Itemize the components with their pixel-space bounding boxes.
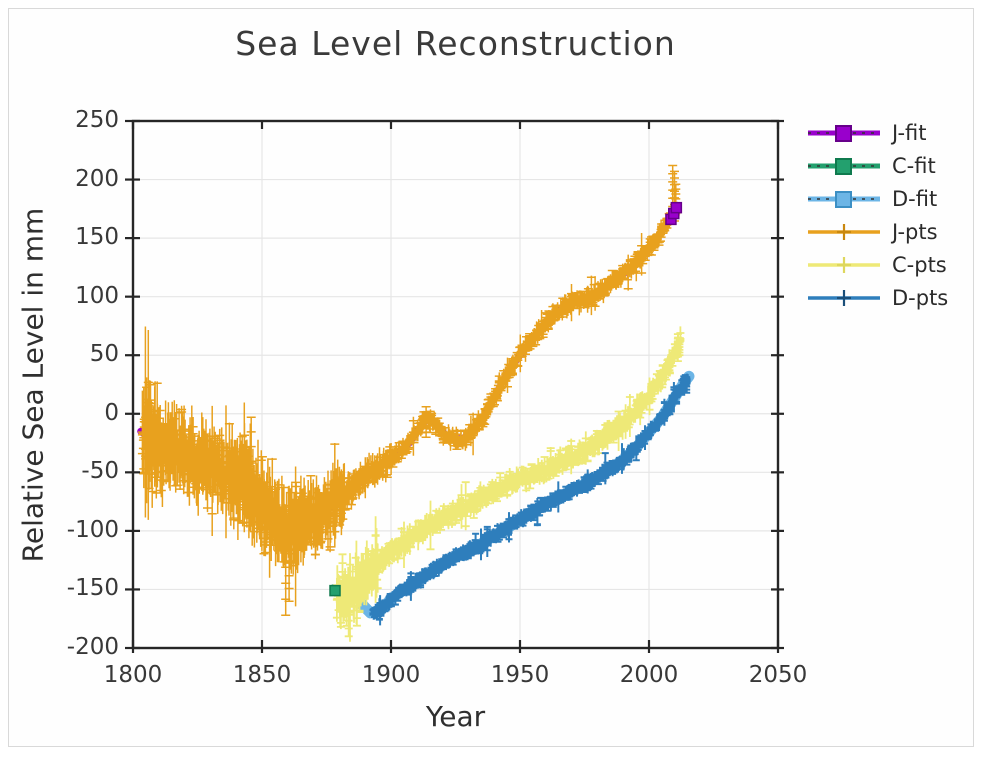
y-tick-label: 150 [75, 224, 119, 251]
x-tick-label: 1900 [361, 662, 421, 688]
legend-swatch-C-pts [808, 256, 880, 273]
y-tick-label: -150 [66, 575, 119, 602]
y-tick-label: -50 [81, 458, 119, 485]
legend-item-J-pts: J-pts [806, 215, 948, 248]
chart-title: Sea Level Reconstruction [235, 24, 676, 63]
legend-swatch-J-fit [808, 124, 880, 142]
legend-swatch-J-pts [808, 223, 880, 240]
series-D-pts [369, 373, 691, 626]
legend-swatch-D-pts [808, 289, 880, 306]
x-tick-label: 1950 [490, 662, 550, 688]
x-tick-label: 2000 [619, 662, 679, 688]
legend-swatch-D-fit [808, 190, 880, 208]
legend-item-D-pts: D-pts [806, 281, 948, 314]
series-C-pts [332, 326, 685, 642]
y-tick-label: -100 [66, 516, 119, 543]
fit-marker-J-fit [670, 201, 683, 214]
legend-label-D-fit: D-fit [892, 186, 938, 211]
legend-label-J-fit: J-fit [892, 120, 927, 145]
y-tick-label: 50 [89, 341, 119, 368]
y-tick-label: 100 [75, 282, 119, 309]
plot-frame [131, 119, 780, 650]
fit-marker-C-fit [329, 584, 341, 597]
y-tick-label: -200 [66, 634, 119, 660]
y-tick-label: 0 [104, 399, 119, 426]
legend-label-C-fit: C-fit [892, 153, 936, 178]
legend-square-marker [835, 190, 852, 208]
y-tick-label: 250 [75, 107, 119, 133]
series-group [137, 164, 695, 642]
legend: J-fit C-fit D-fit J-pts C-pts D-pts [806, 116, 948, 314]
x-axis-label: Year [425, 700, 486, 733]
legend-item-C-pts: C-pts [806, 248, 948, 281]
legend-label-D-pts: D-pts [892, 285, 949, 310]
legend-swatch-C-fit [808, 157, 880, 175]
legend-square-marker [835, 157, 852, 175]
legend-square-marker [835, 124, 852, 142]
x-tick-label: 1800 [103, 662, 163, 688]
legend-label-C-pts: C-pts [892, 252, 947, 277]
legend-item-C-fit: C-fit [806, 149, 948, 182]
y-tick-label: 200 [75, 165, 119, 192]
x-tick-label: 1850 [232, 662, 292, 688]
sea-level-chart-figure: Sea Level Reconstruction Relative Sea Le… [8, 8, 974, 747]
x-tick-label: 2050 [748, 662, 808, 688]
series-J-pts [137, 164, 682, 616]
legend-item-D-fit: D-fit [806, 182, 948, 215]
legend-label-J-pts: J-pts [892, 219, 938, 244]
legend-item-J-fit: J-fit [806, 116, 948, 149]
